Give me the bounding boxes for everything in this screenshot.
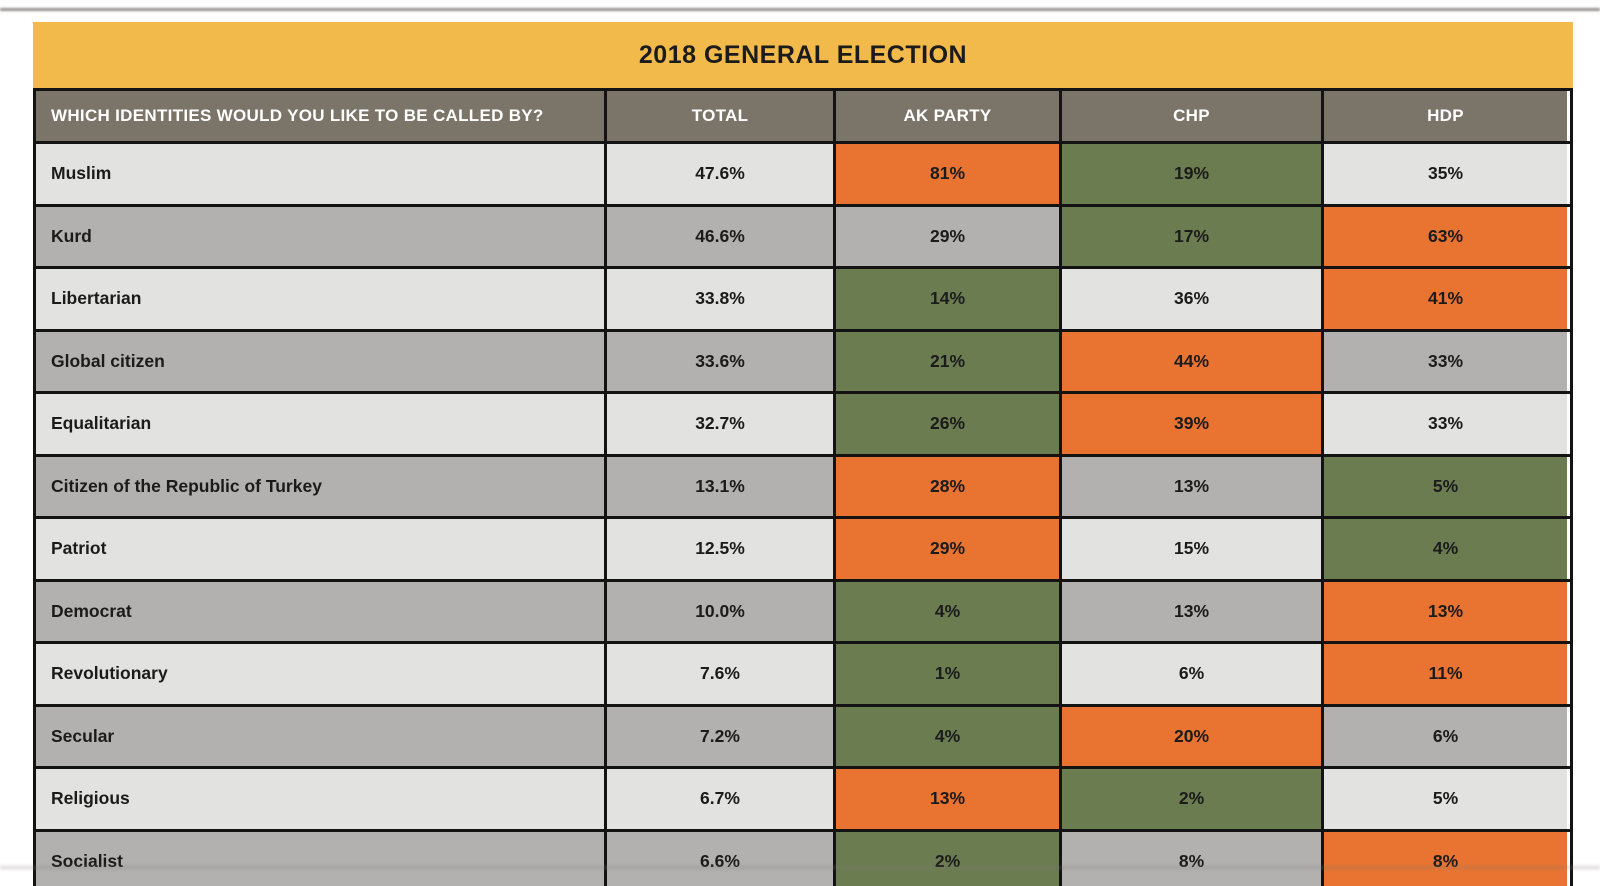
column-header-total: TOTAL xyxy=(604,91,833,141)
table-header-row: WHICH IDENTITIES WOULD YOU LIKE TO BE CA… xyxy=(36,88,1570,141)
chp-value-cell: 17% xyxy=(1059,206,1321,266)
ak-party-value-cell: 13% xyxy=(833,769,1059,829)
column-header-chp: CHP xyxy=(1059,91,1321,141)
identity-label-cell: Religious xyxy=(36,769,604,829)
column-header-ak-party: AK PARTY xyxy=(833,91,1059,141)
chp-value-cell: 44% xyxy=(1059,331,1321,391)
identity-label-cell: Muslim xyxy=(36,144,604,204)
total-value-cell: 33.8% xyxy=(604,269,833,329)
total-value-cell: 33.6% xyxy=(604,331,833,391)
chp-value-cell: 19% xyxy=(1059,144,1321,204)
hdp-value-cell: 33% xyxy=(1321,394,1567,454)
table-row: Patriot 12.5% 29% 15% 4% xyxy=(36,516,1570,579)
chp-value-cell: 2% xyxy=(1059,769,1321,829)
ak-party-value-cell: 29% xyxy=(833,206,1059,266)
table-grid: WHICH IDENTITIES WOULD YOU LIKE TO BE CA… xyxy=(33,88,1573,886)
identity-label-cell: Socialist xyxy=(36,831,604,886)
table-row: Muslim 47.6% 81% 19% 35% xyxy=(36,141,1570,204)
table-row: Kurd 46.6% 29% 17% 63% xyxy=(36,203,1570,266)
hdp-value-cell: 13% xyxy=(1321,581,1567,641)
chp-value-cell: 13% xyxy=(1059,456,1321,516)
table-row: Socialist 6.6% 2% 8% 8% xyxy=(36,828,1570,886)
ak-party-value-cell: 4% xyxy=(833,706,1059,766)
chp-value-cell: 13% xyxy=(1059,581,1321,641)
table-row: Libertarian 33.8% 14% 36% 41% xyxy=(36,266,1570,329)
identity-label-cell: Citizen of the Republic of Turkey xyxy=(36,456,604,516)
table-title: 2018 GENERAL ELECTION xyxy=(638,40,968,69)
total-value-cell: 46.6% xyxy=(604,206,833,266)
hdp-value-cell: 5% xyxy=(1321,769,1567,829)
hdp-value-cell: 4% xyxy=(1321,519,1567,579)
cropped-edge-artifact-top xyxy=(0,8,1600,11)
identity-label-cell: Revolutionary xyxy=(36,644,604,704)
total-value-cell: 7.2% xyxy=(604,706,833,766)
hdp-value-cell: 63% xyxy=(1321,206,1567,266)
table-row: Religious 6.7% 13% 2% 5% xyxy=(36,766,1570,829)
ak-party-value-cell: 81% xyxy=(833,144,1059,204)
table-row: Global citizen 33.6% 21% 44% 33% xyxy=(36,328,1570,391)
ak-party-value-cell: 4% xyxy=(833,581,1059,641)
ak-party-value-cell: 1% xyxy=(833,644,1059,704)
table-row: Equalitarian 32.7% 26% 39% 33% xyxy=(36,391,1570,454)
hdp-value-cell: 8% xyxy=(1321,831,1567,886)
table-title-bar: 2018 GENERAL ELECTION xyxy=(33,22,1573,88)
hdp-value-cell: 6% xyxy=(1321,706,1567,766)
column-header-hdp: HDP xyxy=(1321,91,1567,141)
identity-label-cell: Libertarian xyxy=(36,269,604,329)
hdp-value-cell: 5% xyxy=(1321,456,1567,516)
total-value-cell: 10.0% xyxy=(604,581,833,641)
identity-label-cell: Patriot xyxy=(36,519,604,579)
identity-label-cell: Global citizen xyxy=(36,331,604,391)
ak-party-value-cell: 2% xyxy=(833,831,1059,886)
election-identity-table: 2018 GENERAL ELECTION WHICH IDENTITIES W… xyxy=(33,22,1573,886)
total-value-cell: 7.6% xyxy=(604,644,833,704)
identity-label-cell: Secular xyxy=(36,706,604,766)
identity-label-cell: Equalitarian xyxy=(36,394,604,454)
ak-party-value-cell: 26% xyxy=(833,394,1059,454)
cropped-edge-artifact-bottom xyxy=(0,866,1600,869)
column-header-identities: WHICH IDENTITIES WOULD YOU LIKE TO BE CA… xyxy=(36,91,604,141)
table-row: Democrat 10.0% 4% 13% 13% xyxy=(36,578,1570,641)
identity-label-cell: Democrat xyxy=(36,581,604,641)
chp-value-cell: 36% xyxy=(1059,269,1321,329)
ak-party-value-cell: 28% xyxy=(833,456,1059,516)
hdp-value-cell: 41% xyxy=(1321,269,1567,329)
total-value-cell: 6.6% xyxy=(604,831,833,886)
total-value-cell: 13.1% xyxy=(604,456,833,516)
total-value-cell: 32.7% xyxy=(604,394,833,454)
chp-value-cell: 8% xyxy=(1059,831,1321,886)
chp-value-cell: 6% xyxy=(1059,644,1321,704)
ak-party-value-cell: 29% xyxy=(833,519,1059,579)
total-value-cell: 47.6% xyxy=(604,144,833,204)
chp-value-cell: 39% xyxy=(1059,394,1321,454)
chp-value-cell: 15% xyxy=(1059,519,1321,579)
hdp-value-cell: 11% xyxy=(1321,644,1567,704)
table-body: Muslim 47.6% 81% 19% 35% Kurd 46.6% 29% 17% 63% Li… xyxy=(36,141,1570,886)
ak-party-value-cell: 21% xyxy=(833,331,1059,391)
hdp-value-cell: 35% xyxy=(1321,144,1567,204)
hdp-value-cell: 33% xyxy=(1321,331,1567,391)
chp-value-cell: 20% xyxy=(1059,706,1321,766)
table-row: Secular 7.2% 4% 20% 6% xyxy=(36,703,1570,766)
table-row: Citizen of the Republic of Turkey 13.1% 28… xyxy=(36,453,1570,516)
table-row: Revolutionary 7.6% 1% 6% 11% xyxy=(36,641,1570,704)
total-value-cell: 12.5% xyxy=(604,519,833,579)
total-value-cell: 6.7% xyxy=(604,769,833,829)
identity-label-cell: Kurd xyxy=(36,206,604,266)
ak-party-value-cell: 14% xyxy=(833,269,1059,329)
